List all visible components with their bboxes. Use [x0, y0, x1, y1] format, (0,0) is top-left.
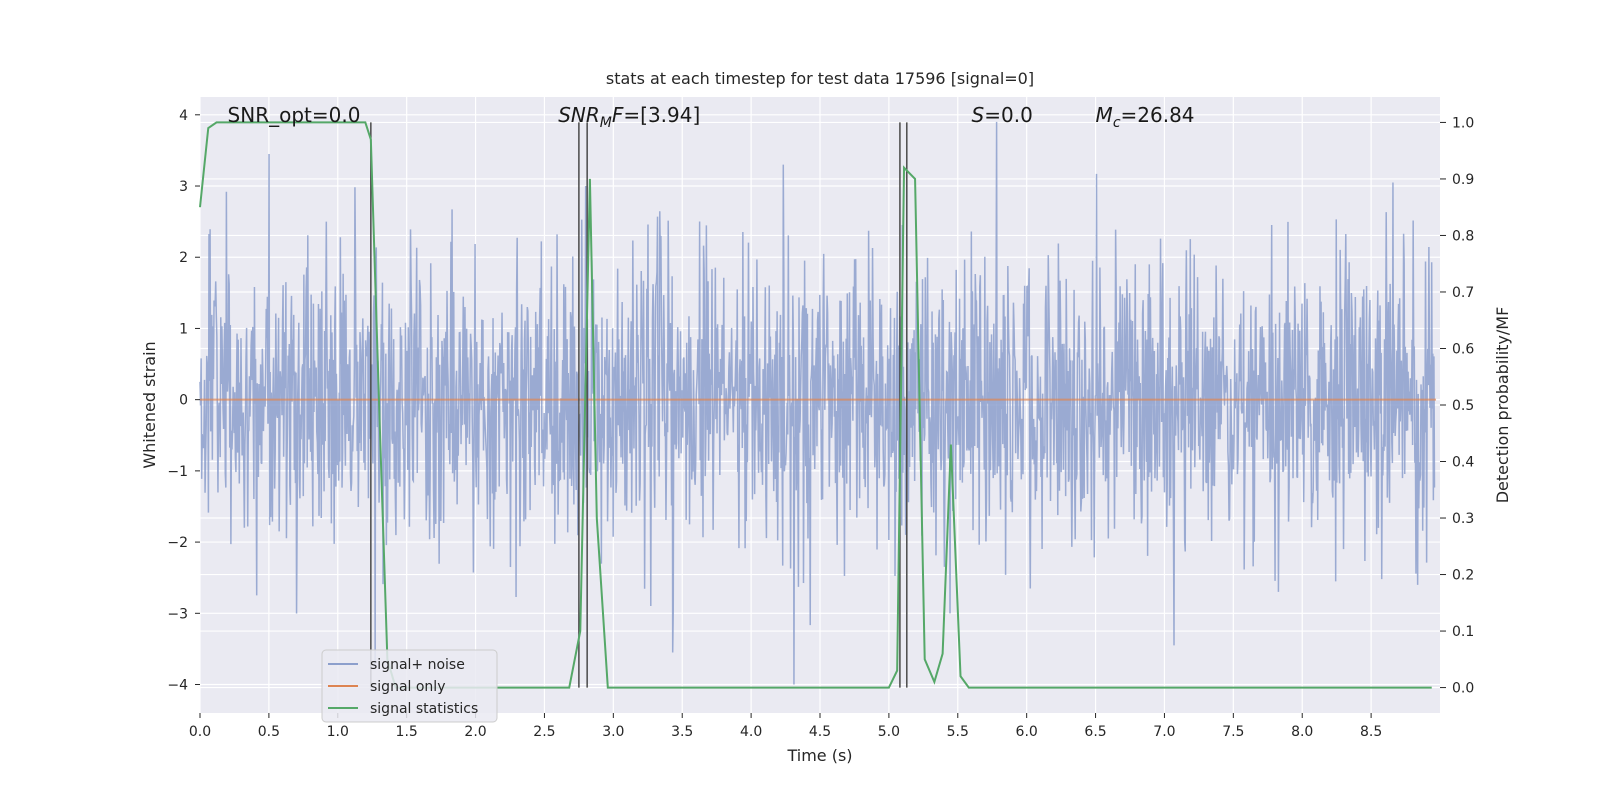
x-tick-label: 1.0 — [327, 724, 349, 740]
y-left-tick-label: 3 — [179, 179, 188, 195]
annotation-0: SNR_opt=0.0 — [228, 103, 361, 127]
series-signal-statistics — [199, 121, 1432, 689]
x-axis-label: Time (s) — [786, 746, 852, 765]
y-right-tick-label: 1.0 — [1452, 115, 1474, 131]
y-left-axis-label: Whitened strain — [140, 341, 159, 468]
x-tick-label: 8.0 — [1291, 724, 1313, 740]
y-right-tick-label: 0.3 — [1452, 511, 1474, 527]
x-tick-label: 8.5 — [1360, 724, 1382, 740]
y-left-tick-label: −4 — [167, 678, 188, 694]
y-left-tick-label: −1 — [167, 464, 188, 480]
y-right-tick-label: 0.5 — [1452, 398, 1474, 414]
x-tick-label: 2.5 — [533, 724, 555, 740]
y-right-tick-label: 0.2 — [1452, 568, 1474, 584]
y-left-tick-label: 2 — [179, 250, 188, 266]
y-left-tick-label: 4 — [179, 108, 188, 124]
legend-entry-signal-noise: signal+ noise — [370, 657, 465, 673]
x-tick-label: 2.0 — [464, 724, 486, 740]
series-signal-noise — [199, 121, 1436, 685]
y-left-tick-label: 1 — [179, 321, 188, 337]
y-right-tick-label: 0.6 — [1452, 341, 1474, 357]
legend-entry-signal-statistics: signal statistics — [370, 701, 478, 717]
legend-entry-signal-only: signal only — [370, 679, 445, 695]
x-tick-label: 0.5 — [258, 724, 280, 740]
x-tick-label: 7.5 — [1222, 724, 1244, 740]
chart-title: stats at each timestep for test data 175… — [606, 69, 1034, 88]
annotation-3: Mc=26.84 — [1096, 103, 1195, 131]
y-right-tick-label: 0.7 — [1452, 285, 1474, 301]
y-right-tick-label: 0.4 — [1452, 455, 1474, 471]
noise-trace — [199, 121, 1436, 685]
x-tick-label: 1.5 — [396, 724, 418, 740]
annotations: SNR_opt=0.0 SNRMF=[3.94] S=0.0 Mc=26.84 — [228, 103, 1195, 131]
y-right-tick-label: 0.8 — [1452, 228, 1474, 244]
y-right-tick-label: 0.1 — [1452, 624, 1474, 640]
x-tick-label: 0.0 — [189, 724, 211, 740]
y-right-tick-label: 0.0 — [1452, 681, 1474, 697]
x-tick-label: 6.5 — [1084, 724, 1106, 740]
x-tick-label: 4.0 — [740, 724, 762, 740]
y-right-axis-ticks: 1.0 0.9 0.8 0.7 0.6 0.5 0.4 0.3 0.2 0.1 0.0 — [1440, 115, 1474, 697]
y-left-tick-label: 0 — [179, 393, 188, 409]
legend-box — [321, 649, 498, 723]
y-left-axis-ticks: 4 3 2 1 0 −1 −2 −3 −4 — [167, 108, 200, 694]
x-tick-label: 5.0 — [878, 724, 900, 740]
x-tick-label: 6.0 — [1016, 724, 1038, 740]
y-right-axis-label: Detection probability/MF — [1493, 307, 1512, 504]
x-tick-label: 3.0 — [602, 724, 624, 740]
legend: signal+ noise signal only signal statist… — [321, 649, 498, 723]
annotation-1: SNRMF=[3.94] — [558, 103, 700, 131]
annotation-2: S=0.0 — [972, 103, 1033, 127]
y-left-tick-label: −3 — [167, 606, 188, 622]
x-axis-ticks: 0.0 0.5 1.0 1.5 2.0 2.5 3.0 3.5 4.0 4.5 5.0 5.5 6.0 6… — [189, 713, 1382, 740]
x-tick-label: 3.5 — [671, 724, 693, 740]
y-left-tick-label: −2 — [167, 535, 188, 551]
x-tick-label: 4.5 — [809, 724, 831, 740]
x-tick-label: 5.5 — [947, 724, 969, 740]
y-right-tick-label: 0.9 — [1452, 172, 1474, 188]
x-tick-label: 7.0 — [1153, 724, 1175, 740]
